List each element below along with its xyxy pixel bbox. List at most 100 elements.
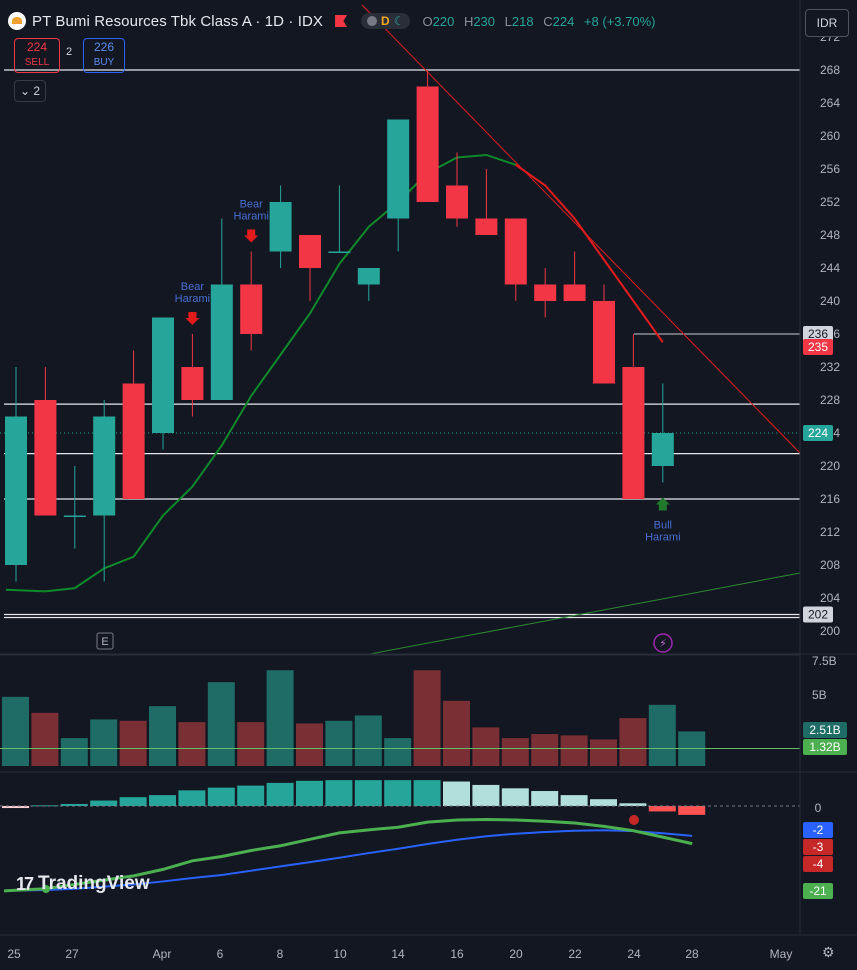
candle[interactable] [387,119,410,252]
candle[interactable] [269,185,292,269]
volume-bar [354,715,382,766]
macd-histogram-bar [325,780,353,806]
candle-body [416,86,439,202]
candle[interactable] [328,185,351,254]
price-label: 202 [808,608,828,622]
candle[interactable] [210,218,233,401]
x-tick-label: 14 [391,947,405,961]
annotation-label: Harami [233,211,268,223]
volume-tick-label: 5B [812,688,827,702]
macd-histogram-bar [354,780,382,806]
settings-gear-icon[interactable]: ⚙ [822,944,835,960]
volume-tick-label: 7.5B [812,654,837,668]
price-label-bg [803,425,833,441]
volume-bar [60,738,88,766]
candles[interactable] [5,70,674,582]
y-tick-label: 256 [820,162,840,176]
candle-body [122,383,145,499]
macd-histogram-bar [472,784,500,806]
candle[interactable] [563,251,586,302]
candle-body [5,416,27,565]
candle-body [387,119,410,219]
candle[interactable] [593,284,615,384]
cross-marker [42,885,50,893]
market-status-pill[interactable]: D ☾ [361,13,411,29]
volume-bar [178,722,206,766]
price-label: 224 [808,426,828,440]
x-tick-label: 28 [685,947,699,961]
x-tick-label: 27 [65,947,79,961]
candle-body [240,284,263,334]
currency-button[interactable]: IDR [805,9,849,37]
candle[interactable] [122,350,145,500]
candle[interactable] [504,218,527,302]
macd-histogram-bar [619,803,647,806]
candle[interactable] [299,235,321,301]
candle[interactable] [93,400,116,582]
symbol-logo-icon [8,12,26,30]
price-label: 235 [808,340,828,354]
branding-text: TradingView [38,873,150,894]
price-label-bg [803,606,833,623]
moon-icon: ☾ [393,14,405,28]
macd-label-bg [803,883,833,899]
candle[interactable] [34,367,57,516]
macd-histogram-bar [443,781,470,806]
candle[interactable] [475,169,498,235]
buy-price: 226 [93,40,115,54]
macd-histogram-bar [678,806,706,815]
macd-histogram-bar [531,791,559,806]
candle-body [504,218,527,285]
volume-bar [207,682,235,766]
candle[interactable] [416,70,439,202]
macd-histogram-bar [237,785,265,806]
candle[interactable] [5,367,27,582]
sell-button[interactable]: 224 SELL [14,38,60,73]
ohlc-close-value: 224 [552,13,575,29]
volume-bar [619,718,647,766]
uptrend-line [369,572,801,655]
event-marker [653,633,673,653]
macd-histogram-bar [207,787,235,806]
buy-button[interactable]: 226 BUY [83,38,125,73]
candle[interactable] [446,152,468,227]
macd-histogram-bar [560,795,588,806]
flag-icon[interactable] [335,15,348,27]
candle-body [475,218,498,235]
tradingview-logo[interactable]: 17 TradingView [16,873,150,895]
annotation-label: Bear [181,281,205,293]
annotation-label: Harami [645,532,680,544]
candle[interactable] [181,334,204,417]
symbol-title[interactable]: PT Bumi Resources Tbk Class A · 1D · IDX [32,12,324,30]
candle-body [328,251,351,253]
candle-body [63,515,86,517]
volume-label: 2.51B [809,723,840,737]
y-tick-label: 204 [820,591,840,605]
candle-body [357,268,380,285]
macd-label: 0 [815,801,822,815]
ohlc-high-value: 230 [473,13,496,29]
macd-histogram-bar [119,797,147,806]
macd-histogram-bar [90,800,118,806]
candle[interactable] [534,268,557,318]
x-tick-label: 6 [217,947,224,961]
earnings-marker [96,632,114,650]
candle[interactable] [357,268,380,301]
candle[interactable] [63,466,86,549]
candle[interactable] [622,334,645,499]
y-tick-label: 208 [820,558,840,572]
macd-histogram-bar [384,780,412,806]
volume-label: 1.32B [809,740,840,754]
indicators-toggle-button[interactable]: ⌄ 2 [14,80,46,102]
volume-bar [590,739,617,766]
candle[interactable] [152,317,174,450]
candle-body [622,367,645,499]
candle[interactable] [240,251,263,351]
spread-value: 2 [66,46,73,58]
candle-body [593,301,615,384]
candle[interactable] [651,383,674,483]
x-tick-label: Apr [153,947,172,961]
volume-label-bg [803,739,847,755]
y-tick-label: 212 [820,525,840,539]
